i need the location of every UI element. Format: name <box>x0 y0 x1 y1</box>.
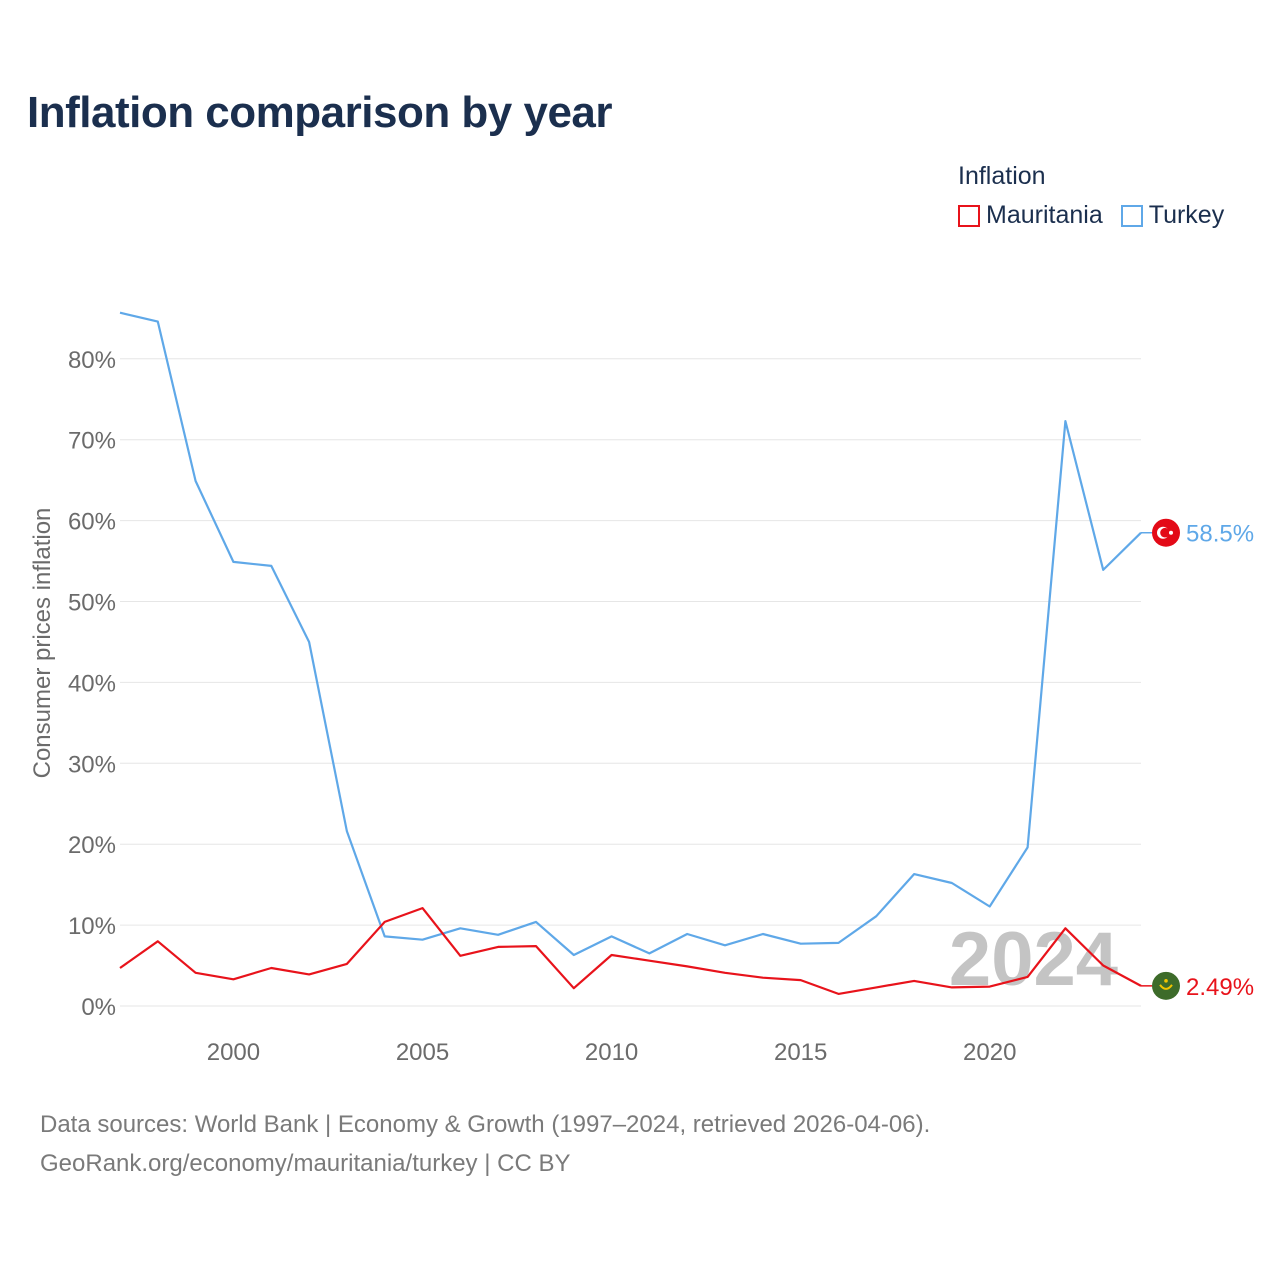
legend-title: Inflation <box>958 162 1046 190</box>
x-tick-label: 2005 <box>396 1039 449 1066</box>
y-tick-label: 40% <box>68 670 116 697</box>
end-value-label: 2.49% <box>1186 974 1254 1001</box>
y-axis-label: Consumer prices inflation <box>29 508 56 779</box>
y-tick-label: 80% <box>68 347 116 374</box>
y-tick-label: 60% <box>68 509 116 536</box>
x-axis-ticks: 2000 2005 2010 2015 2020 <box>207 1039 1017 1066</box>
y-tick-label: 0% <box>81 994 116 1021</box>
y-tick-label: 20% <box>68 832 116 859</box>
series-line-turkey <box>119 311 1142 957</box>
turkey-flag-icon <box>1152 518 1180 547</box>
end-value-label: 58.5% <box>1186 521 1254 548</box>
legend-swatch-turkey <box>1120 204 1143 227</box>
series-lines <box>119 311 1142 996</box>
footer: Data sources: World Bank | Economy & Gro… <box>40 1105 930 1183</box>
site-credit[interactable]: GeoRank.org/economy/mauritania/turkey | … <box>40 1150 571 1177</box>
year-watermark: 2024 <box>949 917 1118 1002</box>
y-tick-label: 30% <box>68 751 116 778</box>
x-tick-label: 2020 <box>963 1039 1016 1066</box>
legend: Inflation Mauritania Turkey <box>958 162 1224 230</box>
source-note: Data sources: World Bank | Economy & Gro… <box>40 1111 931 1138</box>
y-tick-label: 10% <box>68 913 116 940</box>
series-line-mauritania <box>119 906 1142 996</box>
legend-item-mauritania[interactable]: Mauritania <box>958 201 1103 230</box>
chart-title: Inflation comparison by year <box>27 88 613 137</box>
gridlines <box>120 358 1141 1007</box>
legend-label-turkey: Turkey <box>1148 201 1225 229</box>
x-tick-label: 2000 <box>207 1039 260 1066</box>
legend-item-turkey[interactable]: Turkey <box>1120 201 1225 230</box>
y-axis-ticks: 0% 10% 20% 30% 40% 50% 60% 70% 80% <box>68 347 116 1021</box>
line-chart: 0%10%20%30%40%50%60%70%80% 2000 2005 2010 2… <box>29 311 1254 1066</box>
legend-label-mauritania: Mauritania <box>986 201 1103 229</box>
legend-swatch-mauritania <box>958 204 980 227</box>
y-tick-label: 70% <box>68 428 116 455</box>
mauritania-flag-icon <box>1152 971 1180 1000</box>
x-tick-label: 2010 <box>585 1039 638 1066</box>
end-labels: 58.5% 2.49% <box>1141 518 1254 1001</box>
x-tick-label: 2015 <box>774 1039 827 1066</box>
y-tick-label: 50% <box>68 590 116 617</box>
